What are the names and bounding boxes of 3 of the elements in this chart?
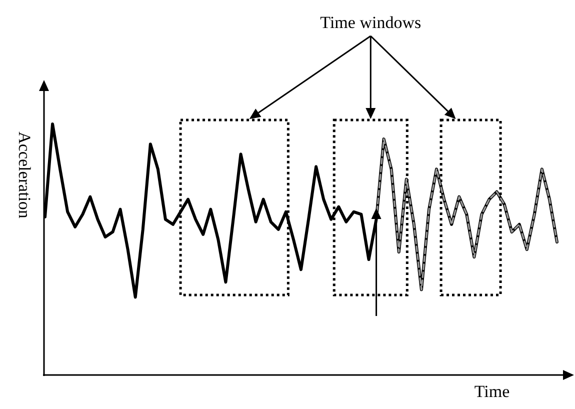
x-axis-title: Time	[474, 382, 510, 401]
y-axis-title: Acceleration	[15, 132, 34, 219]
text: Time windows	[320, 13, 422, 32]
